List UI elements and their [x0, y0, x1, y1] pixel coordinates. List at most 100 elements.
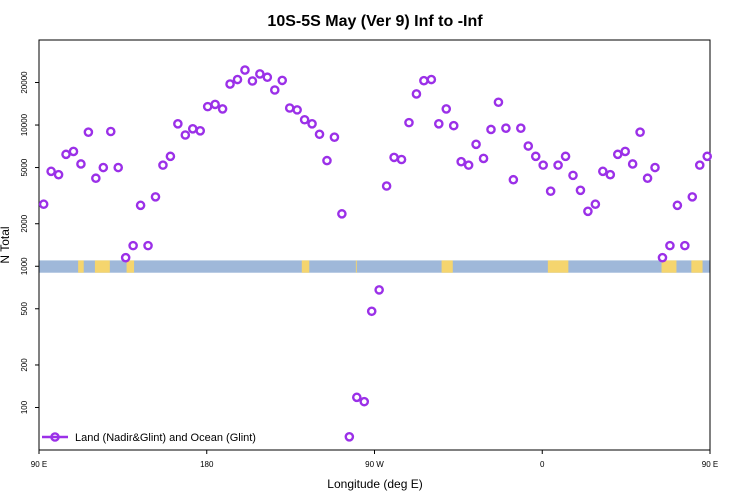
data-point: [247, 76, 258, 86]
data-point: [583, 206, 593, 217]
land-segment: [661, 260, 677, 273]
data-point: [605, 169, 616, 180]
data-point: [269, 85, 280, 95]
y-tick-label: 5000: [20, 158, 29, 176]
land-segment: [355, 260, 357, 273]
data-point: [262, 72, 273, 83]
data-point: [202, 101, 213, 112]
data-point: [441, 104, 452, 114]
data-point: [404, 117, 414, 128]
data-point: [538, 160, 548, 170]
data-point: [627, 159, 638, 169]
data-point: [105, 126, 116, 137]
x-tick-label: 90 E: [702, 460, 718, 469]
data-point: [426, 74, 437, 85]
y-tick-label: 200: [20, 358, 29, 372]
y-axis-label: N Total: [0, 226, 12, 263]
data-point: [284, 103, 295, 113]
data-point: [225, 79, 235, 89]
data-point: [91, 173, 101, 184]
data-point: [687, 192, 698, 202]
land-segment: [441, 260, 453, 273]
data-point: [337, 209, 347, 219]
map-band: [39, 260, 710, 273]
data-point: [68, 146, 79, 157]
data-point: [545, 186, 556, 196]
x-tick-label: 180: [200, 460, 214, 469]
land-segment: [301, 260, 310, 273]
land-segment: [78, 260, 84, 273]
data-point: [98, 162, 109, 173]
data-point: [553, 160, 563, 170]
legend-marker: [50, 432, 60, 442]
data-point: [501, 123, 511, 133]
data-point: [665, 240, 675, 251]
x-tick-label: 90 W: [365, 460, 384, 469]
data-point: [650, 162, 660, 173]
data-point: [83, 127, 94, 137]
plot-frame: [38, 39, 711, 451]
data-point: [38, 199, 49, 210]
data-point: [277, 75, 288, 86]
data-point: [180, 130, 191, 140]
data-point: [635, 127, 645, 137]
data-point: [187, 124, 198, 134]
chart-title: 10S-5S May (Ver 9) Inf to -Inf: [267, 13, 483, 30]
data-point: [299, 114, 310, 125]
x-axis-label: Longitude (deg E): [327, 477, 422, 491]
data-point: [53, 169, 64, 180]
land-segment: [547, 260, 569, 273]
y-tick-label: 100: [20, 400, 29, 414]
data-point: [381, 181, 392, 191]
data-point: [158, 160, 168, 170]
data-point: [173, 119, 183, 129]
data-point: [374, 285, 384, 295]
data-point: [389, 152, 399, 163]
y-axis: 100 200 500 1000 2000 5000 10000 20000: [20, 71, 39, 414]
data-point: [463, 160, 474, 170]
data-point: [292, 105, 302, 115]
data-point: [329, 132, 340, 143]
data-point: [448, 120, 459, 131]
x-axis: 90 E 180 90 W 0 90 E: [31, 450, 718, 469]
data-point: [46, 166, 56, 177]
data-point: [217, 104, 228, 114]
data-point: [351, 392, 362, 403]
data-point: [232, 74, 243, 85]
x-tick-label: 0: [540, 460, 545, 469]
data-point: [590, 199, 601, 210]
land-segment: [691, 260, 703, 273]
data-point: [672, 200, 683, 211]
data-point: [76, 159, 86, 169]
data-point: [493, 97, 504, 108]
data-point: [322, 155, 332, 166]
data-point: [598, 166, 608, 177]
data-point: [471, 139, 481, 150]
data-point: [434, 119, 444, 129]
data-point: [120, 252, 131, 263]
data-point: [359, 396, 370, 407]
data-point: [620, 146, 630, 157]
data-point: [195, 126, 206, 136]
data-point: [575, 185, 586, 196]
x-tick-label: 90 E: [31, 460, 47, 469]
data-point: [314, 129, 325, 140]
data-point: [411, 89, 422, 99]
y-tick-label: 500: [20, 302, 29, 316]
data-point: [523, 141, 534, 151]
land-segment: [94, 260, 110, 273]
data-point: [642, 173, 653, 184]
data-point: [113, 162, 124, 173]
data-point: [568, 170, 578, 181]
data-point: [486, 124, 496, 135]
data-point: [128, 240, 138, 251]
land-segment: [126, 260, 135, 273]
data-point: [694, 160, 705, 170]
data-point: [612, 149, 623, 160]
data-point: [508, 174, 519, 185]
data-point: [165, 151, 176, 162]
legend: Land (Nadir&Glint) and Ocean (Glint): [42, 432, 256, 444]
data-point: [61, 149, 71, 160]
data-point: [240, 65, 250, 75]
